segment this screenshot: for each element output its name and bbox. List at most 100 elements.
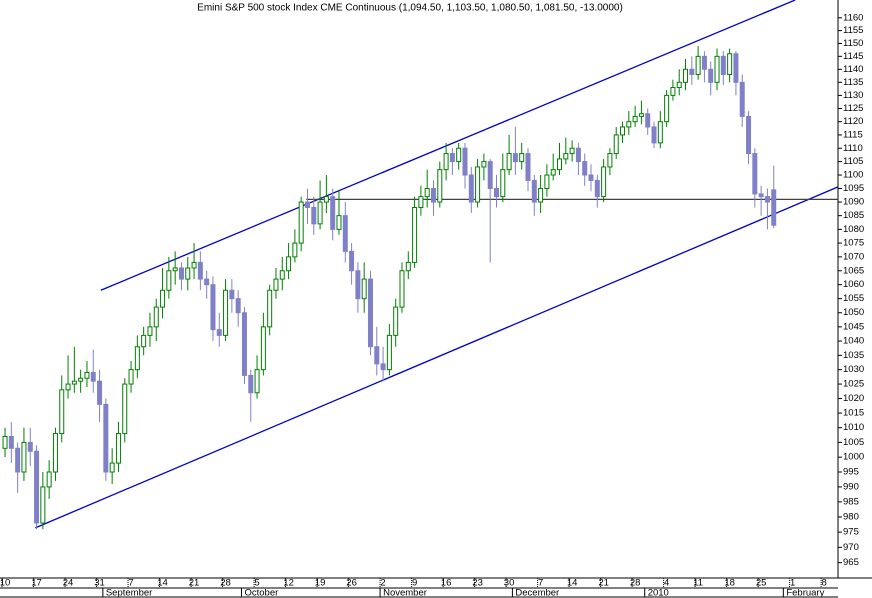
- candle-body: [40, 486, 46, 524]
- y-tick-label: 1080: [843, 224, 864, 235]
- candle-body: [323, 196, 329, 203]
- candle-body: [657, 121, 663, 144]
- y-tick-label: 1135: [843, 77, 863, 88]
- candle-body: [462, 147, 468, 176]
- candle-body: [475, 166, 481, 203]
- month-label: December: [515, 588, 559, 598]
- x-tick-label: 28: [220, 578, 231, 589]
- month-label: October: [244, 588, 278, 598]
- candle-body: [575, 147, 581, 163]
- candle-body: [134, 346, 140, 371]
- candle-body: [544, 174, 550, 190]
- candle-body: [449, 153, 455, 163]
- x-tick-label: 10: [0, 578, 10, 589]
- x-tick-label: 5: [254, 578, 259, 589]
- candle-body: [563, 153, 569, 160]
- candle-body: [342, 215, 348, 252]
- candle-body: [34, 450, 40, 524]
- candle-body: [468, 174, 474, 203]
- candle-body: [437, 169, 443, 203]
- candle-body: [59, 389, 65, 435]
- candle-body: [141, 334, 147, 348]
- y-tick-label: 1125: [843, 103, 863, 114]
- candle-body: [248, 374, 254, 394]
- candle-body: [620, 126, 626, 136]
- candle-body: [172, 267, 178, 272]
- candle-body: [103, 403, 109, 473]
- candle-body: [292, 242, 298, 258]
- candle-body: [752, 153, 758, 195]
- candle-body: [393, 306, 399, 336]
- candle-body: [550, 169, 556, 176]
- candle-body: [676, 81, 682, 89]
- candle-body: [78, 377, 84, 382]
- candle-body: [771, 189, 777, 226]
- y-tick-label: 1070: [843, 251, 864, 262]
- candle-body: [229, 289, 235, 300]
- candle-body: [601, 166, 607, 198]
- y-tick-label: 1100: [843, 170, 863, 181]
- x-tick-label: 23: [472, 578, 483, 589]
- candle-body: [109, 462, 115, 473]
- candle-body: [191, 261, 197, 269]
- candle-body: [582, 161, 588, 176]
- candle-body: [204, 278, 210, 286]
- candle-body: [349, 250, 355, 272]
- candle-body: [519, 153, 525, 163]
- candle-body: [764, 196, 770, 203]
- trend-line: [100, 0, 796, 291]
- x-tick-label: 18: [724, 578, 735, 589]
- candle-body: [128, 369, 134, 385]
- candle-body: [727, 53, 733, 75]
- candle-body: [701, 55, 707, 70]
- candle-body: [683, 68, 689, 83]
- candle-body: [386, 334, 392, 371]
- candle-body: [115, 433, 121, 464]
- candle-body: [714, 55, 720, 83]
- candle-body: [336, 215, 342, 230]
- candle-body: [241, 312, 247, 376]
- y-tick-label: 1155: [843, 25, 863, 36]
- y-tick-label: 1075: [843, 238, 864, 249]
- y-tick-label: 1055: [843, 293, 864, 304]
- month-label: February: [786, 588, 824, 598]
- plot-area: [2, 0, 838, 530]
- candle-body: [52, 433, 58, 473]
- candle-body: [380, 363, 386, 371]
- candle-body: [739, 81, 745, 117]
- y-tick-label: 1095: [843, 183, 864, 194]
- x-tick-label: 14: [157, 578, 168, 589]
- x-tick-label: 11: [693, 578, 703, 589]
- candle-body: [317, 201, 323, 225]
- candle-body: [273, 278, 279, 291]
- candle-body: [216, 329, 222, 336]
- candle-body: [689, 68, 695, 75]
- y-tick-label: 1105: [843, 156, 863, 167]
- candle-body: [733, 53, 739, 83]
- candle-body: [588, 174, 594, 181]
- month-label: 2010: [648, 588, 669, 598]
- x-tick-label: 19: [315, 578, 326, 589]
- x-tick-label: 21: [189, 578, 200, 589]
- candle-body: [708, 68, 714, 83]
- candle-body: [399, 270, 405, 308]
- candle-body: [695, 55, 701, 75]
- candle-body: [355, 270, 361, 300]
- candle-body: [557, 158, 563, 171]
- candle-body: [594, 179, 600, 198]
- candle-body: [46, 471, 52, 488]
- candle-body: [430, 188, 436, 203]
- candle-body: [197, 261, 203, 280]
- candle-body: [122, 383, 128, 435]
- candle-body: [8, 436, 14, 449]
- candle-body: [65, 383, 71, 391]
- y-tick-label: 1045: [843, 321, 864, 332]
- candle-body: [670, 87, 676, 96]
- candle-body: [405, 261, 411, 272]
- y-tick-label: 1020: [843, 393, 864, 404]
- candle-body: [481, 161, 487, 168]
- candle-body: [2, 436, 8, 449]
- candle-body: [279, 270, 285, 280]
- candle-body: [84, 372, 90, 379]
